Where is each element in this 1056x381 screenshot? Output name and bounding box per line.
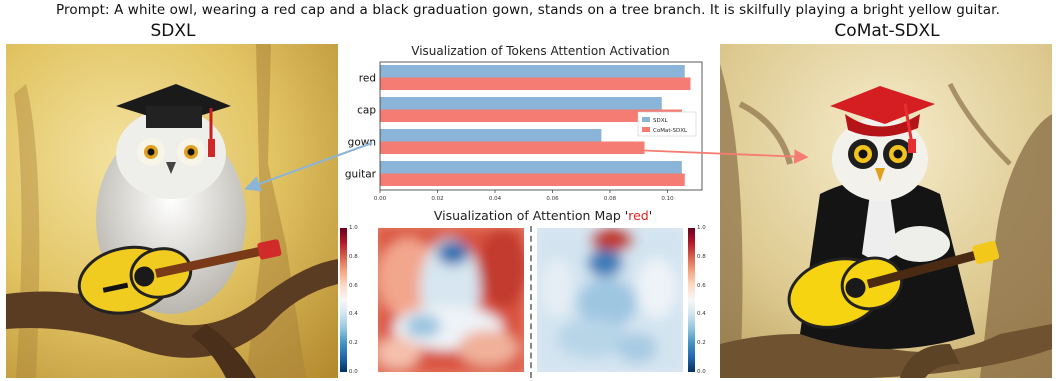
colorbar-tick-label: 0.8 [697, 253, 706, 260]
colorbar-tick-label: 1.0 [349, 225, 358, 231]
colorbar-tick-label: 0.4 [697, 311, 706, 318]
colorbar-tick-label: 0.4 [349, 311, 358, 318]
colorbar-tick-label: 0.6 [697, 282, 706, 289]
colorbar-tick-label: 0.6 [349, 282, 358, 289]
bar-gown-sdxl [380, 129, 602, 142]
x-tick-label: 0.08 [604, 196, 617, 202]
legend-swatch [642, 117, 650, 122]
category-label: cap [357, 105, 376, 117]
token-attention-bar-chart: red cap gown guitar 0.00 0.02 0.04 0.06 0.08 0.10… [345, 61, 703, 202]
x-tick-label: 0.10 [661, 196, 674, 202]
category-label: gown [348, 137, 376, 149]
colorbar-tick-label: 1.0 [697, 225, 706, 231]
bar-gown-comat-sdxl [380, 141, 645, 154]
bar-cap-comat-sdxl [380, 109, 682, 122]
bar-red-sdxl [380, 65, 685, 78]
x-tick-label: 0.00 [374, 196, 387, 202]
attention-map-token: red [628, 208, 649, 223]
colorbar-tick-label: 0.2 [697, 340, 706, 347]
attention-map-title-prefix: Visualization of Attention Map ' [433, 208, 629, 223]
plot-frame [379, 61, 703, 191]
attention-map-title: Visualization of Attention Map 'red' [378, 208, 708, 223]
sdxl-label: SDXL [150, 21, 196, 41]
category-label: red [359, 73, 376, 85]
bar-red-comat-sdxl [380, 77, 691, 90]
attention-map-title-suffix: ' [648, 208, 653, 223]
colorbar-tick-label: 0.0 [349, 369, 358, 375]
colorbar-tick-label: 0.0 [697, 369, 706, 375]
legend-swatch [642, 127, 650, 132]
colorbar-gradient [688, 228, 695, 372]
comat-sdxl-label: CoMat-SDXL [834, 21, 940, 41]
legend-entry: CoMat-SDXL [653, 128, 688, 134]
bar-guitar-comat-sdxl [380, 173, 685, 186]
colorbar-tick-label: 0.8 [349, 253, 358, 260]
x-tick-label: 0.04 [489, 196, 502, 202]
attention-map-divider [530, 226, 532, 378]
colorbar-gradient [340, 228, 347, 372]
legend-entry: SDXL [653, 118, 668, 124]
x-tick-label: 0.06 [546, 196, 559, 202]
comat-owl-image [720, 44, 1052, 378]
category-label: guitar [345, 169, 377, 181]
comat-attention-map [537, 228, 683, 372]
comat-gown-arrow [631, 149, 809, 164]
sdxl-gown-arrow [244, 142, 373, 192]
bar-cap-sdxl [380, 97, 662, 110]
bar-chart-title: Visualization of Tokens Attention Activa… [411, 44, 670, 58]
x-tick-label: 0.02 [431, 196, 443, 202]
prompt-caption: Prompt: A white owl, wearing a red cap a… [56, 2, 1000, 18]
sdxl-owl-image [6, 44, 338, 378]
bar-guitar-sdxl [380, 161, 682, 174]
sdxl-attention-map [376, 228, 528, 372]
colorbar-tick-label: 0.2 [349, 340, 358, 347]
